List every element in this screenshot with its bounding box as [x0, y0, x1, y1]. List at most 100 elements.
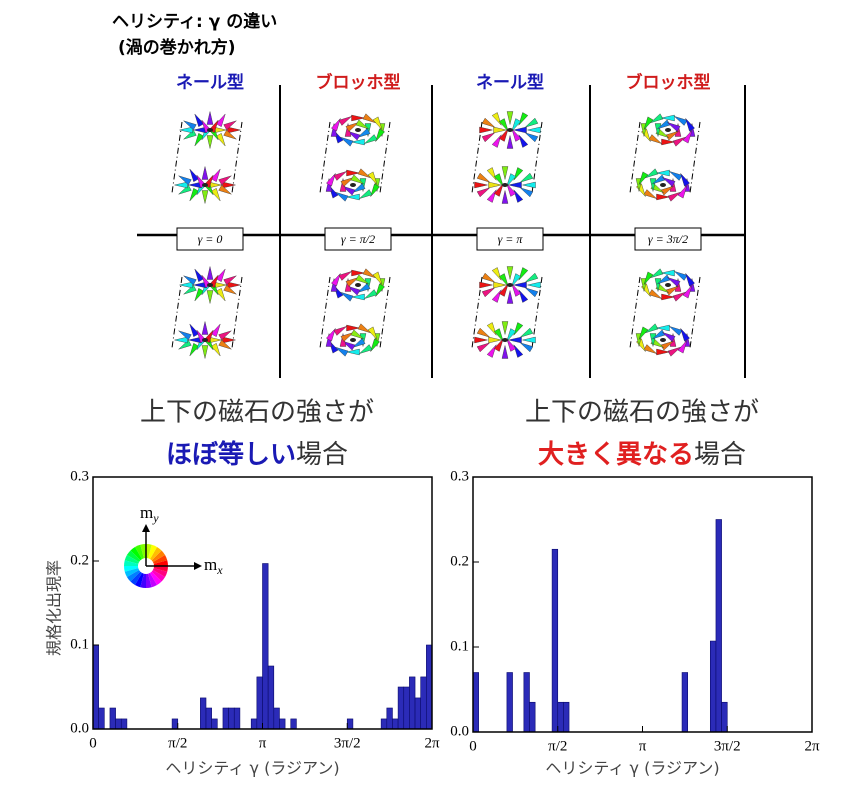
spin-arrow: [682, 285, 693, 299]
spin-arrow: [362, 268, 376, 279]
spin-arrow: [481, 272, 495, 283]
spin-arrow: [522, 181, 536, 189]
spin-arrow: [486, 322, 497, 336]
unit-cell: [319, 276, 391, 349]
bar: [397, 686, 405, 730]
spin-arrow: [501, 321, 509, 335]
spin-arrow: [674, 116, 688, 126]
spin-arrow: [525, 132, 539, 143]
gamma-label: γ = 0: [198, 232, 223, 246]
spin-arrow: [367, 171, 378, 185]
bar: [250, 718, 258, 730]
inset-label: my: [140, 503, 159, 525]
spin-arrow: [491, 112, 502, 126]
spin-arrow: [493, 183, 504, 197]
spin-arrow: [179, 281, 193, 289]
unit-cell: [629, 121, 701, 194]
spin-arrow: [656, 169, 670, 177]
spin-arrow: [677, 340, 688, 354]
bar: [109, 707, 116, 730]
spin-arrow: [506, 111, 514, 125]
spin-arrow: [488, 336, 502, 344]
spin-arrow: [680, 173, 690, 187]
spin-arrow: [222, 336, 236, 344]
spin-arrow: [178, 175, 192, 186]
spin-arrow: [218, 184, 232, 195]
spin-arrow: [189, 342, 200, 357]
spin-arrow: [506, 183, 517, 197]
spin-arrow: [518, 267, 529, 281]
gamma-label: γ = π/2: [341, 232, 375, 246]
spin-arrow: [665, 285, 679, 296]
spin-arrow: [486, 167, 497, 181]
unit-cell: [471, 121, 543, 194]
spin-arrow: [335, 346, 349, 357]
spin-arrow: [476, 172, 490, 183]
spin-arrow: [179, 126, 193, 134]
bar: [256, 676, 263, 730]
spin-arrow: [352, 338, 366, 348]
skyrmion-core: [207, 128, 213, 132]
spin-arrow: [488, 181, 502, 189]
bar: [262, 563, 269, 730]
spin-arrow: [506, 328, 517, 342]
x-tick-label: 2π: [424, 735, 440, 751]
spin-arrow: [672, 291, 686, 302]
spin-arrow: [661, 114, 675, 122]
bar: [506, 672, 513, 733]
spin-arrow: [486, 344, 497, 358]
unit-cell: [171, 276, 243, 349]
caption-highlight: ほぼ等しい: [166, 439, 296, 470]
spin-arrow: [340, 332, 354, 342]
spin-arrow: [201, 345, 209, 359]
skyrmion-core: [507, 283, 513, 287]
spin-arrow: [511, 128, 522, 142]
caption-rest: 場合: [694, 440, 746, 470]
spin-arrow: [498, 283, 509, 297]
spin-arrow: [346, 193, 360, 201]
bar: [426, 644, 433, 730]
spin-arrow: [476, 342, 490, 353]
spin-arrow: [227, 126, 241, 134]
spin-arrow: [201, 190, 209, 204]
spin-arrow: [174, 336, 188, 344]
spin-arrow: [518, 112, 529, 126]
spin-arrow: [660, 185, 674, 196]
bar: [200, 697, 207, 730]
spin-arrow: [506, 266, 514, 280]
spin-arrow: [638, 171, 649, 185]
x-tick-label: π: [259, 735, 267, 751]
spin-arrow: [652, 329, 666, 340]
skyrmion-core: [355, 128, 361, 132]
spin-arrow: [372, 116, 383, 130]
spin-arrow: [508, 181, 522, 189]
x-tick-label: 0: [89, 735, 97, 751]
spin-arrow: [359, 344, 373, 354]
y-tick-label: 0.3: [450, 468, 469, 484]
gamma-box: [634, 227, 702, 251]
spin-arrow: [210, 168, 221, 183]
spin-arrow: [672, 136, 686, 147]
spin-arrow: [680, 328, 690, 342]
bar: [721, 701, 728, 733]
bar: [267, 665, 275, 730]
bar: [529, 701, 536, 733]
spin-arrow: [506, 290, 514, 304]
spin-arrow: [342, 185, 356, 196]
spin-arrow: [222, 181, 236, 189]
bar: [120, 718, 128, 730]
spin-arrow: [194, 287, 205, 302]
skyrmion-core: [350, 183, 356, 187]
title: ヘリシティ: γ の違い: [112, 11, 277, 32]
x-tick-label: 3π/2: [334, 735, 361, 751]
gamma-box: [324, 227, 392, 251]
bar: [392, 718, 399, 730]
inset-label-main: m: [204, 555, 217, 574]
skyrmion-core: [202, 183, 208, 187]
skyrmion-core: [660, 338, 666, 342]
spin-arrow: [206, 290, 214, 304]
spin-arrow: [189, 168, 200, 183]
spin-arrow: [656, 193, 670, 201]
x-tick-label: π/2: [168, 735, 187, 751]
spin-arrow: [174, 181, 188, 189]
